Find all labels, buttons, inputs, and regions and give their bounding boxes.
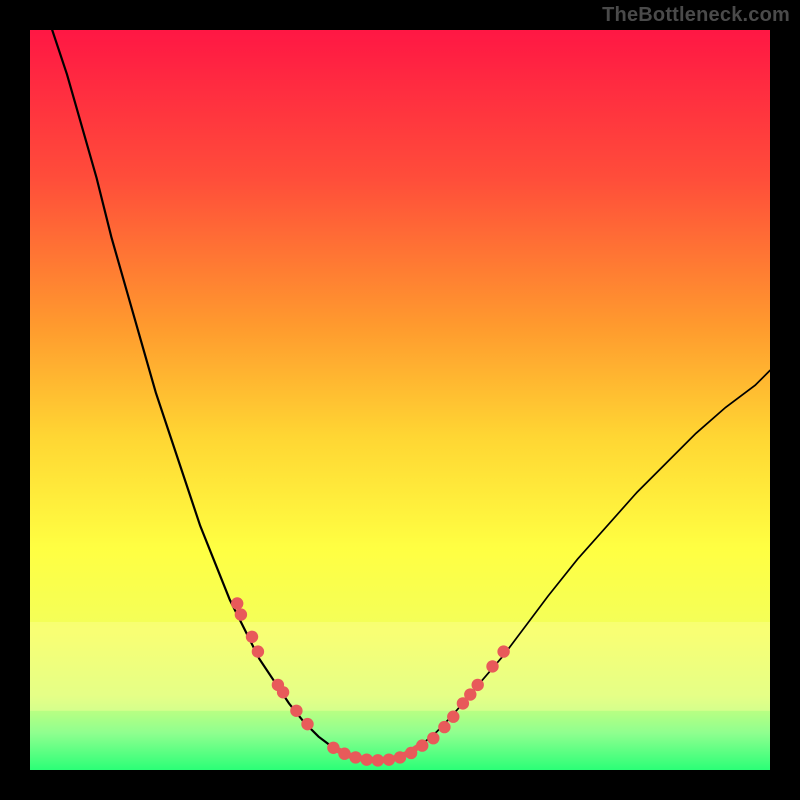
marker-right (486, 660, 498, 672)
marker-right (427, 732, 439, 744)
marker-bottom (361, 753, 373, 765)
marker-bottom (405, 747, 417, 759)
plot-area (30, 30, 770, 770)
chart-container: TheBottleneck.com (0, 0, 800, 800)
watermark-text: TheBottleneck.com (602, 4, 790, 27)
marker-bottom (338, 748, 350, 760)
plot-svg (30, 30, 770, 770)
marker-left (235, 608, 247, 620)
marker-left (290, 705, 302, 717)
marker-right (497, 645, 509, 657)
marker-right (447, 711, 459, 723)
marker-right (472, 679, 484, 691)
marker-left (277, 686, 289, 698)
marker-right (438, 721, 450, 733)
marker-bottom (327, 742, 339, 754)
marker-bottom (349, 751, 361, 763)
marker-bottom (394, 751, 406, 763)
marker-bottom (416, 739, 428, 751)
marker-bottom (383, 753, 395, 765)
marker-bottom (372, 754, 384, 766)
marker-left (301, 718, 313, 730)
marker-left (231, 597, 243, 609)
marker-left (246, 631, 258, 643)
pale-band (30, 622, 770, 711)
marker-left (252, 645, 264, 657)
